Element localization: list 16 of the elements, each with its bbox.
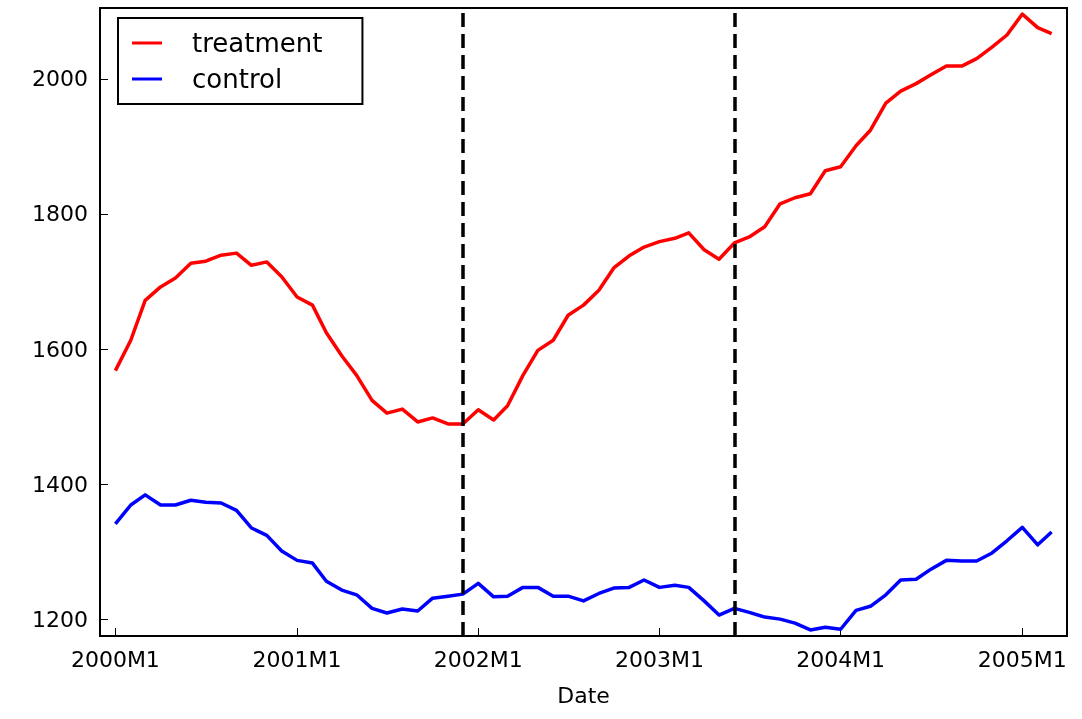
legend-label: treatment	[192, 28, 323, 58]
x-tick-label: 2002M1	[433, 646, 523, 672]
x-tick-label: 2004M1	[796, 646, 886, 672]
y-tick-label: 2000	[32, 66, 88, 92]
legend-label: control	[192, 64, 283, 94]
x-tick-label: 2001M1	[252, 646, 342, 672]
x-tick-label: 2003M1	[614, 646, 704, 672]
x-axis-title: Date	[557, 682, 610, 708]
x-tick-label: 2005M1	[977, 646, 1067, 672]
y-tick-label: 1200	[32, 606, 88, 632]
y-tick-label: 1400	[32, 471, 88, 497]
line-series	[113, 493, 1054, 632]
line-series	[113, 12, 1054, 426]
y-tick-label: 1600	[32, 336, 88, 362]
y-tick-label: 1800	[32, 201, 88, 227]
x-tick-label: 2000M1	[70, 646, 160, 672]
